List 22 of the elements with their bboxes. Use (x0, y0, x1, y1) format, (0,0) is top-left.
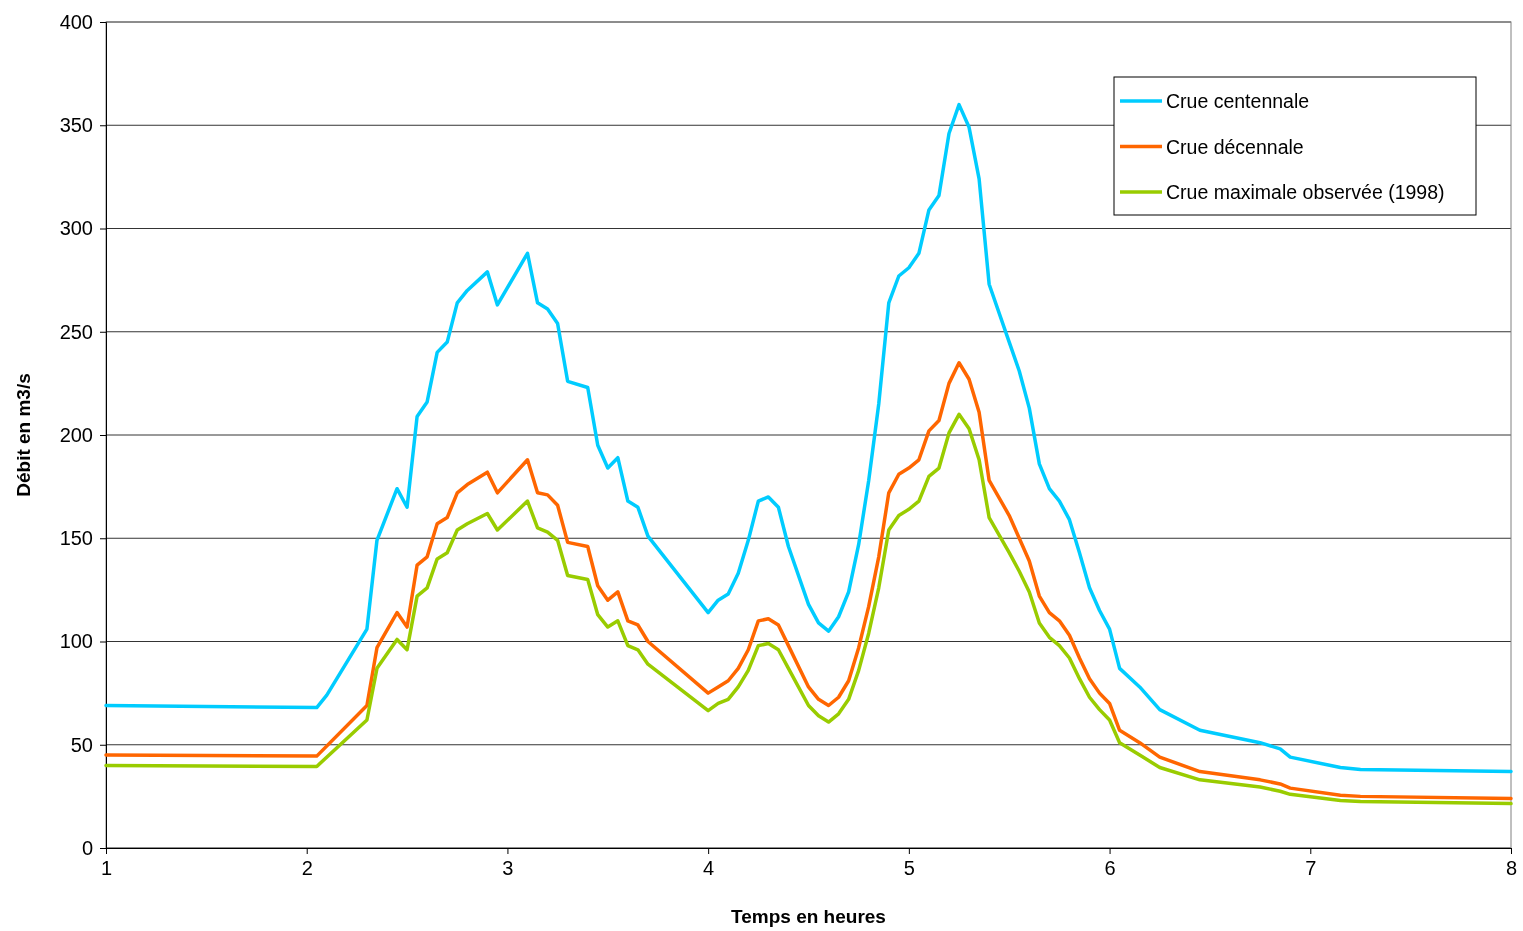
legend-label: Crue décennale (1166, 135, 1304, 158)
y-tick-label: 50 (70, 733, 93, 756)
y-tick-label: 0 (81, 836, 93, 859)
y-tick-label: 400 (59, 10, 93, 33)
y-tick-label: 200 (59, 423, 93, 446)
y-tick-label: 150 (59, 527, 93, 550)
x-tick-label: 7 (1305, 857, 1317, 879)
x-axis-title: Temps en heures (731, 906, 886, 927)
x-tick-label: 4 (703, 857, 715, 879)
y-tick-label: 100 (59, 630, 93, 653)
legend-label: Crue centennale (1166, 90, 1310, 112)
x-tick-label: 3 (502, 857, 514, 879)
y-tick-label: 300 (59, 217, 93, 240)
x-tick-label: 1 (100, 857, 113, 879)
x-tick-label: 6 (1104, 857, 1116, 879)
x-tick-label: 8 (1505, 857, 1518, 879)
y-tick-label: 350 (59, 114, 93, 137)
x-tick-label: 2 (301, 857, 313, 879)
x-tick-label: 5 (903, 857, 915, 879)
legend-label: Crue maximale observée (1998) (1166, 181, 1445, 203)
y-tick-label: 250 (59, 320, 93, 343)
y-axis-title: Débit en m3/s (13, 373, 34, 497)
